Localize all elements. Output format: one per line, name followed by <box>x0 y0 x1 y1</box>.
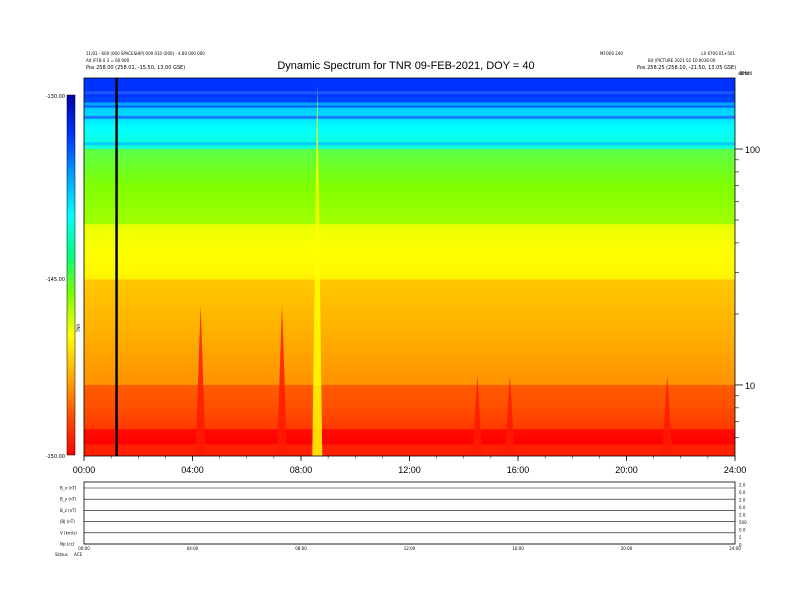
x-tick-label: 20:00 <box>615 465 638 475</box>
colorbar-tick-bottom: -150.00 <box>46 454 65 460</box>
parameter-right-tick: 2.0 <box>739 513 746 518</box>
x-tick-label: 12:00 <box>398 465 421 475</box>
parameter-right-tick: 0.0 <box>739 505 746 510</box>
frequency-axis: 10 100 <box>735 145 760 438</box>
spectrum-line-0 <box>84 91 735 95</box>
spectrum-band-4 <box>84 279 735 385</box>
parameter-time-label: 04:00 <box>187 546 199 551</box>
header-top-small: dB 000 <box>738 71 753 76</box>
spectrum-band-1 <box>84 107 735 150</box>
burst-2 <box>312 83 323 456</box>
colorbar-label: TNR <box>76 324 81 333</box>
x-tick-label: 24:00 <box>724 465 747 475</box>
parameter-row-label: V (km/s) <box>60 530 77 535</box>
parameter-row-label: |B| (nT) <box>60 519 75 524</box>
parameter-time-label: 24:00 <box>729 546 741 551</box>
parameter-row-label: B_z (nT) <box>60 508 77 513</box>
parameter-time-label: 20:00 <box>621 546 633 551</box>
header-right-line4: Pos 258.25 (258.10, -21.50, 13.05 GSE) <box>637 65 736 71</box>
header-right-line2: L0 6700 01+501 <box>701 51 735 56</box>
parameter-row-label: B_y (nT) <box>60 497 77 502</box>
spectrogram-bursts <box>195 83 673 456</box>
parameter-row-label: B_x (nT) <box>60 486 77 491</box>
parameter-panel: B_x (nT) B_y (nT) B_z (nT) |B| (nT) V (km/s)… <box>55 481 747 557</box>
header-left-line1: 11/03 - 600 (000 SPACESHIP) 009 010 (000… <box>86 51 205 56</box>
spectrogram <box>83 77 736 457</box>
colorbar <box>66 94 76 456</box>
spectrum-floor <box>84 444 735 456</box>
spectrum-line-2 <box>84 115 735 119</box>
burst-1 <box>277 304 288 456</box>
parameter-time-ticks: 00:00 04:00 08:00 12:00 16:00 20:00 24:00 <box>78 546 741 551</box>
y-axis-unit: kHz <box>740 71 750 77</box>
parameter-panel-frame <box>83 481 736 545</box>
spectrogram-bands <box>84 78 735 456</box>
time-axis: 00:00 04:00 08:00 12:00 16:00 20:00 24:00 <box>73 456 747 475</box>
colorbar-tick-mid: -145.00 <box>46 277 65 283</box>
parameter-time-label: 12:00 <box>404 546 416 551</box>
header-left-line2: Alt (FFB 0 3 = 60 000 <box>86 58 130 63</box>
parameter-right-tick: 0.0 <box>739 528 746 533</box>
x-tick-label: 04:00 <box>181 465 204 475</box>
parameter-right-tick: 2.0 <box>739 498 746 503</box>
status-label: Status <box>55 552 68 557</box>
x-tick-label: 08:00 <box>290 465 313 475</box>
status-value: ACE <box>74 552 82 557</box>
burst-3 <box>472 375 483 456</box>
burst-5 <box>662 375 673 456</box>
header-left-line3: Pos 258.00 (258.01, -15.50, 13.00 GSE) <box>86 65 185 71</box>
spectrum-band-2 <box>84 149 735 225</box>
parameter-time-label: 00:00 <box>78 546 90 551</box>
parameter-time-label: 16:00 <box>512 546 524 551</box>
spectrum-line-3 <box>84 142 735 146</box>
spectrum-band-5 <box>84 384 735 430</box>
parameter-right-tick: 2.0 <box>739 483 746 488</box>
spectrum-band-3 <box>84 224 735 280</box>
parameter-right-tick: 0.0 <box>739 490 746 495</box>
colorbar-tick-top: -130.00 <box>46 94 65 100</box>
parameter-rows: B_x (nT) B_y (nT) B_z (nT) |B| (nT) V (km/s)… <box>60 486 735 547</box>
burst-0 <box>195 304 206 456</box>
parameter-row-label: Np (cc) <box>60 542 75 547</box>
y-tick-label: 10 <box>745 381 755 391</box>
spectrum-line-1 <box>84 102 735 106</box>
parameter-time-label: 08:00 <box>295 546 307 551</box>
parameter-right-tick: 0 <box>739 543 742 548</box>
parameter-right-tick: 5 <box>739 535 742 540</box>
burst-4 <box>504 375 515 456</box>
header-right-line1: MFO00 240 <box>600 51 623 56</box>
parameter-right-tick: 500 <box>739 520 747 525</box>
x-tick-label: 00:00 <box>73 465 96 475</box>
y-tick-label: 100 <box>745 145 760 155</box>
header-right-line3: Bit (PICTURE 2021 02 10 0036:00 <box>648 58 716 63</box>
parameter-right-ticks: 2.0 0.0 2.0 0.0 2.0 500 0.0 5 0 <box>739 483 747 548</box>
chart-title: Dynamic Spectrum for TNR 09-FEB-2021, DO… <box>277 60 534 72</box>
x-tick-label: 16:00 <box>507 465 530 475</box>
